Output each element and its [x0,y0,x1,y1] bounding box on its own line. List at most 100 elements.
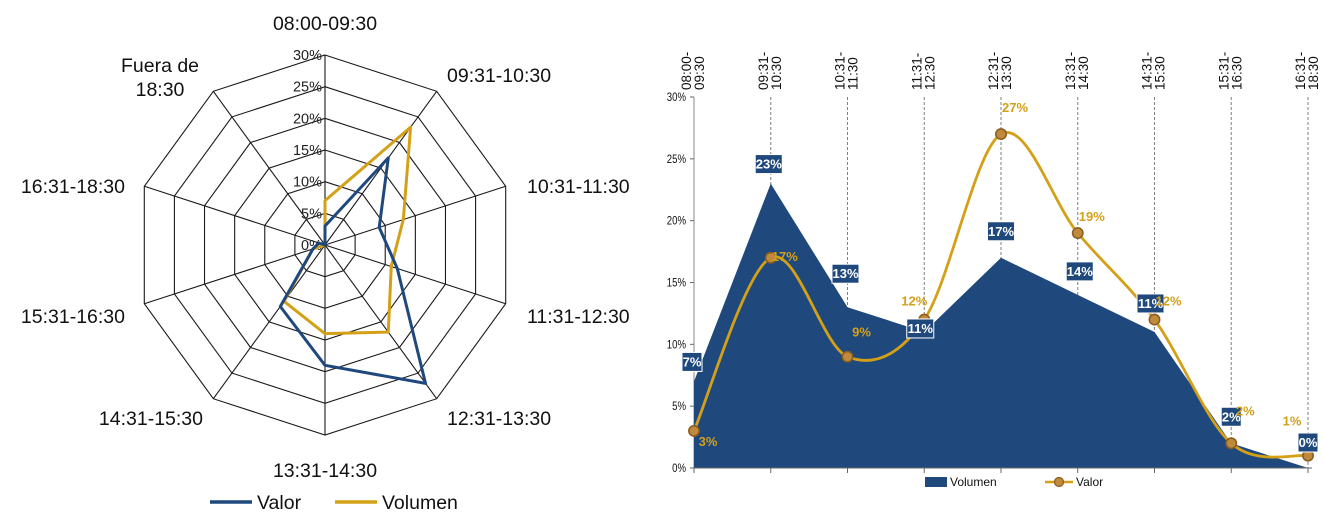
radar-spoke [324,90,438,246]
volumen-data-label-box [754,154,783,175]
svg-text:12:30: 12:30 [922,56,937,90]
valor-point [764,251,777,264]
svg-text:08:00-: 08:00- [679,52,694,90]
volumen-data-label-box [681,351,703,372]
valor-data-label: 27% [1002,100,1028,115]
x-category-label: 11:31-12:30 [909,53,937,90]
valor-data-label: 19% [1079,209,1105,224]
legend-label: Volumen [382,492,458,514]
legend-label: Valor [257,492,302,514]
radar-category-label: 11:31-12:30 [527,306,630,328]
y-tick-label: 5% [672,400,686,413]
svg-text:12:31-: 12:31- [986,52,1001,90]
radar-category-label: 08:00-09:30 [273,13,377,35]
radar-spoke [144,244,326,305]
radar-category-label: 10:31-11:30 [527,176,630,198]
radar-category-label: 14:31-15:30 [99,408,203,430]
volumen-data-label-box [906,318,935,339]
radar-category-label: 13:31-14:30 [273,460,377,482]
x-category-label: 14:31-15:30 [1140,52,1168,90]
radar-category-label: 09:31-10:30 [447,65,551,87]
valor-data-label: 17% [772,249,798,264]
svg-text:14:30: 14:30 [1076,56,1091,90]
svg-text:18:30: 18:30 [1306,56,1321,90]
svg-text:16:31-: 16:31- [1293,52,1308,90]
valor-data-label: 12% [901,294,927,309]
x-category-label: 16:31-18:30 [1293,52,1321,90]
svg-text:11:30: 11:30 [846,57,861,90]
svg-text:14:31-: 14:31- [1140,52,1155,90]
radar-spoke [212,244,326,400]
area-legend: Volumen Valor [925,475,1103,489]
svg-text:13:30: 13:30 [999,56,1014,90]
radar-tick-label: 25% [293,80,322,96]
radar-chart: 0% 5% 10% 15% 20% 25% 30% 08:00-09:30 09:31-10:3… [21,13,630,514]
radar-spoke [324,185,506,246]
svg-text:10:30: 10:30 [769,56,784,90]
volumen-data-label-box [1220,406,1242,427]
radar-grid [143,54,507,436]
svg-text:10:31-: 10:31- [833,52,848,90]
x-category-label: 15:31-16:30 [1216,52,1244,90]
legend-label: Valor [1076,475,1103,489]
legend-marker-valor [1053,476,1065,488]
x-category-label: 12:31-13:30 [986,52,1014,90]
volumen-data-label: 11% [908,321,934,336]
radar-spoke [324,244,506,305]
radar-tick-label: 20% [293,111,322,127]
legend-swatch-volumen [925,477,947,487]
y-tick-label: 10% [667,338,687,351]
volumen-data-label: 23% [756,157,782,172]
radar-series-valor [278,156,428,385]
area-series-volumen [694,183,1308,469]
radar-category-label: 12:31-13:30 [447,408,551,430]
valor-data-label: 3% [699,434,718,449]
y-tick-label: 25% [667,153,687,166]
svg-text:16:30: 16:30 [1229,56,1244,90]
valor-point [1148,313,1161,326]
volumen-data-label: 17% [988,224,1014,239]
volumen-data-label: 14% [1067,264,1093,279]
volumen-data-label: 13% [832,266,858,281]
volumen-data-label-box [1297,432,1319,453]
radar-tick-label: 15% [293,143,322,159]
valor-data-label: 9% [852,325,871,340]
radar-tick-label: 10% [293,175,322,191]
x-category-label: 10:31-11:30 [833,52,861,90]
x-category-label: 09:31-10:30 [756,52,784,90]
x-category-label: 13:31-14:30 [1063,52,1091,90]
valor-data-label: 1% [1283,414,1302,429]
svg-text:15:30: 15:30 [1153,56,1168,90]
svg-text:09:31-: 09:31- [756,52,771,90]
volumen-data-label-box [1065,261,1094,282]
volumen-data-label: 7% [683,354,702,369]
radar-tick-label: 0% [301,238,322,254]
line-series-valor [692,131,1309,459]
y-tick-label: 0% [672,462,686,475]
volumen-data-label: 0% [1299,435,1318,450]
svg-text:15:31-: 15:31- [1216,52,1231,90]
radar-spoke [212,90,326,246]
volumen-data-label-box [831,263,860,284]
area-chart: 0%5%10%15%20%25%30%08:00-09:30 09:31-10:3… [667,52,1321,489]
radar-series-volumen [282,125,413,336]
volumen-data-label: 2% [1222,409,1241,424]
radar-spoke [324,244,438,400]
volumen-data-label-box [987,221,1015,242]
y-tick-label: 15% [667,277,687,290]
svg-text:13:31-: 13:31- [1063,52,1078,90]
svg-text:09:30: 09:30 [692,56,707,90]
radar-tick-label: 5% [301,206,322,222]
valor-data-label: 2% [1236,403,1255,418]
radar-tick-label: 30% [293,48,322,64]
x-category-label: 08:00-09:30 [679,52,707,90]
valor-point [841,350,854,363]
legend-label: Volumen [950,475,997,489]
y-tick-label: 30% [667,91,687,104]
radar-legend: Valor Volumen [210,492,458,514]
volumen-data-label-box [1136,293,1165,314]
y-tick-label: 20% [667,215,687,228]
radar-category-label: 15:31-16:30 [21,306,125,328]
valor-point [995,128,1007,141]
svg-text:11:31-: 11:31- [909,53,924,90]
